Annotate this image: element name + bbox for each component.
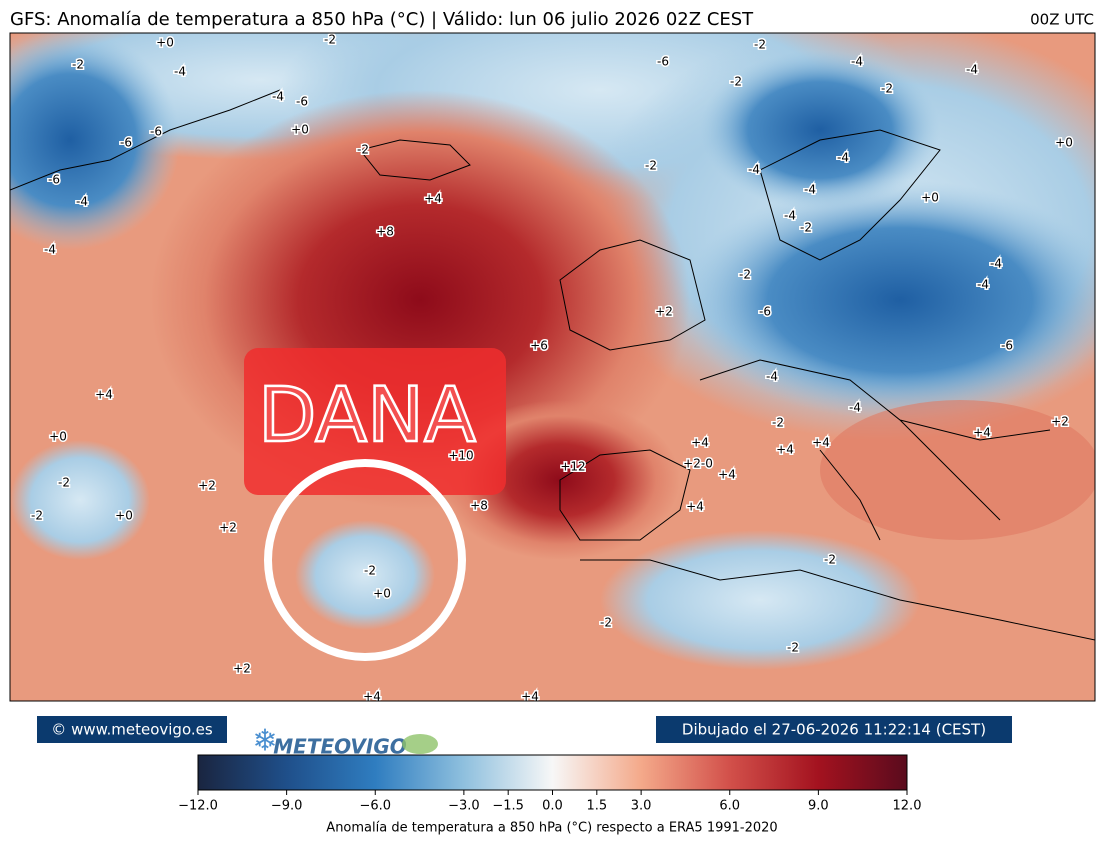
- colorbar-tick-label: −3.0: [448, 799, 480, 814]
- title: GFS: Anomalía de temperatura a 850 hPa (…: [10, 9, 754, 30]
- contour-label: -2: [800, 221, 812, 235]
- contour-label: +0: [291, 123, 309, 137]
- contour-label: -2: [730, 75, 742, 89]
- contour-label: -6: [48, 173, 60, 187]
- contour-label: -2: [787, 641, 799, 655]
- contour-label: -4: [849, 401, 861, 415]
- contour-label: -4: [272, 90, 284, 104]
- contour-label: +4: [424, 192, 442, 206]
- contour-label: +10: [448, 449, 473, 463]
- copyright: © www.meteovigo.es: [51, 721, 213, 739]
- contour-label: +8: [470, 499, 488, 513]
- run-label: 00Z UTC: [1030, 11, 1094, 29]
- contour-label: +0: [373, 587, 391, 601]
- contour-label: -6: [296, 95, 308, 109]
- contour-label: -2: [824, 553, 836, 567]
- contour-label: +0: [1055, 136, 1073, 150]
- contour-label: -2: [324, 33, 336, 47]
- contour-label: -4: [837, 151, 849, 165]
- contour-label: +4: [691, 436, 709, 450]
- colorbar-tick-label: 6.0: [719, 799, 740, 814]
- colorbar-tick-label: 9.0: [808, 799, 829, 814]
- contour-label: -4: [977, 278, 989, 292]
- colorbar-tick-label: 12.0: [893, 799, 922, 814]
- colorbar-tick-label: −9.0: [271, 799, 303, 814]
- contour-label: +0: [49, 430, 67, 444]
- contour-label: +6: [530, 339, 548, 353]
- contour-label: +0: [156, 36, 174, 50]
- contour-label: +4: [718, 468, 736, 482]
- contour-label: +0: [115, 509, 133, 523]
- contour-label: +4: [776, 443, 794, 457]
- contour-label: -4: [748, 163, 760, 177]
- map: DANA +0-2 -4-2-6-2-4-4-2 -2-4 -6+0-6-6 -2-6-…: [10, 33, 1095, 704]
- colorbar: [197, 754, 908, 791]
- contour-label: -2: [881, 82, 893, 96]
- contour-label: -4: [990, 257, 1002, 271]
- contour-label: +4: [973, 426, 991, 440]
- contour-label: +4: [686, 500, 704, 514]
- dana-label: DANA: [258, 370, 476, 459]
- contour-label: -4: [174, 65, 186, 79]
- contour-label: -2: [72, 58, 84, 72]
- contour-label: -4: [851, 55, 863, 69]
- contour-label: +8: [376, 225, 394, 239]
- contour-label: +2: [655, 305, 673, 319]
- contour-label: -2: [357, 143, 369, 157]
- contour-label: -6: [759, 305, 771, 319]
- contour-label: +2-0: [683, 457, 713, 471]
- contour-label: -2: [31, 509, 43, 523]
- contour-label: -2: [364, 564, 376, 578]
- colorbar-tick-label: 1.5: [586, 799, 607, 814]
- contour-label: +2: [233, 662, 251, 676]
- colorbar-tick-label: −1.5: [492, 799, 524, 814]
- colorbar-tick-label: 3.0: [631, 799, 652, 814]
- contour-label: -2: [58, 476, 70, 490]
- contour-label: -4: [784, 209, 796, 223]
- contour-label: -2: [600, 616, 612, 630]
- contour-label: -4: [76, 195, 88, 209]
- colorbar-tick-label: 0.0: [542, 799, 563, 814]
- colorbar-tick-label: −12.0: [178, 799, 218, 814]
- svg-text:❄: ❄: [252, 724, 277, 759]
- contour-label: +4: [521, 690, 539, 704]
- contour-label: +0: [921, 191, 939, 205]
- contour-label: -2: [754, 38, 766, 52]
- contour-label: -6: [657, 55, 669, 69]
- contour-label: +2: [1051, 415, 1069, 429]
- contour-label: -2: [645, 159, 657, 173]
- contour-label: -6: [120, 136, 132, 150]
- contour-label: -4: [44, 243, 56, 257]
- contour-label: -2: [739, 268, 751, 282]
- drawn-date: Dibujado el 27-06-2026 11:22:14 (CEST): [682, 721, 986, 739]
- contour-label: -4: [966, 63, 978, 77]
- contour-label: -6: [1001, 339, 1013, 353]
- contour-label: -4: [804, 183, 816, 197]
- contour-label: -4: [766, 370, 778, 384]
- contour-label: -6: [150, 125, 162, 139]
- contour-label: +12: [560, 460, 585, 474]
- contour-label: +2: [198, 479, 216, 493]
- contour-label: +4: [363, 690, 381, 704]
- contour-label: +4: [95, 388, 113, 402]
- colorbar-tick-label: −6.0: [359, 799, 391, 814]
- contour-label: -2: [772, 416, 784, 430]
- contour-label: +2: [219, 521, 237, 535]
- colorbar-label: Anomalía de temperatura a 850 hPa (°C) r…: [326, 821, 777, 836]
- contour-label: +4: [812, 436, 830, 450]
